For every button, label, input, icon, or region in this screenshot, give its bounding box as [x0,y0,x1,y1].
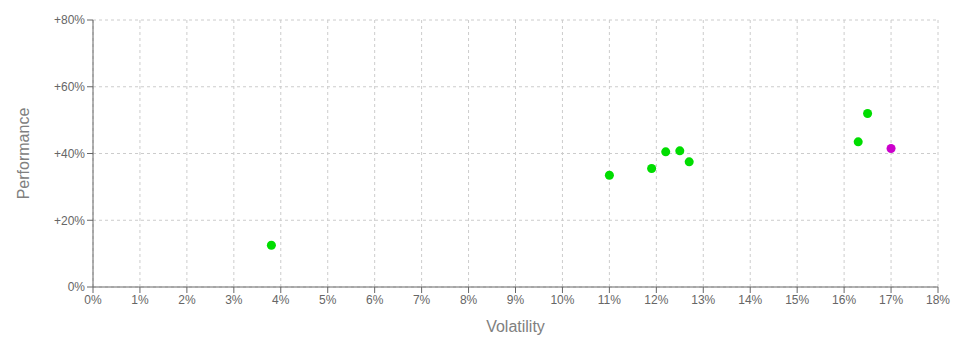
svg-text:15%: 15% [785,293,809,307]
svg-text:0%: 0% [84,293,102,307]
svg-text:9%: 9% [507,293,525,307]
svg-text:5%: 5% [319,293,337,307]
svg-text:16%: 16% [832,293,856,307]
svg-text:10%: 10% [550,293,574,307]
svg-text:+40%: +40% [54,147,85,161]
svg-text:7%: 7% [413,293,431,307]
svg-text:3%: 3% [225,293,243,307]
svg-text:Volatility: Volatility [486,318,545,335]
svg-text:Performance: Performance [15,108,32,200]
svg-text:4%: 4% [272,293,290,307]
svg-text:11%: 11% [598,293,621,307]
svg-text:0%: 0% [68,280,86,294]
svg-text:+80%: +80% [54,13,85,27]
svg-text:+60%: +60% [54,80,85,94]
svg-text:12%: 12% [644,293,668,307]
svg-text:14%: 14% [738,293,762,307]
svg-text:6%: 6% [366,293,384,307]
svg-text:8%: 8% [460,293,478,307]
svg-text:18%: 18% [926,293,950,307]
svg-text:2%: 2% [178,293,196,307]
svg-text:+20%: +20% [54,214,85,228]
svg-text:17%: 17% [879,293,903,307]
svg-text:13%: 13% [691,293,715,307]
svg-text:1%: 1% [131,293,149,307]
